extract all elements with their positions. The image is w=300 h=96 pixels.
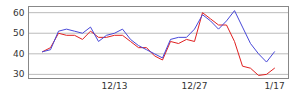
svg-text:12/27: 12/27 <box>182 81 208 91</box>
svg-text:1/17: 1/17 <box>264 81 284 91</box>
svg-text:40: 40 <box>13 49 25 59</box>
svg-text:60: 60 <box>13 8 25 18</box>
svg-text:12/13: 12/13 <box>102 81 128 91</box>
svg-text:30: 30 <box>13 69 25 79</box>
svg-text:50: 50 <box>13 28 25 38</box>
